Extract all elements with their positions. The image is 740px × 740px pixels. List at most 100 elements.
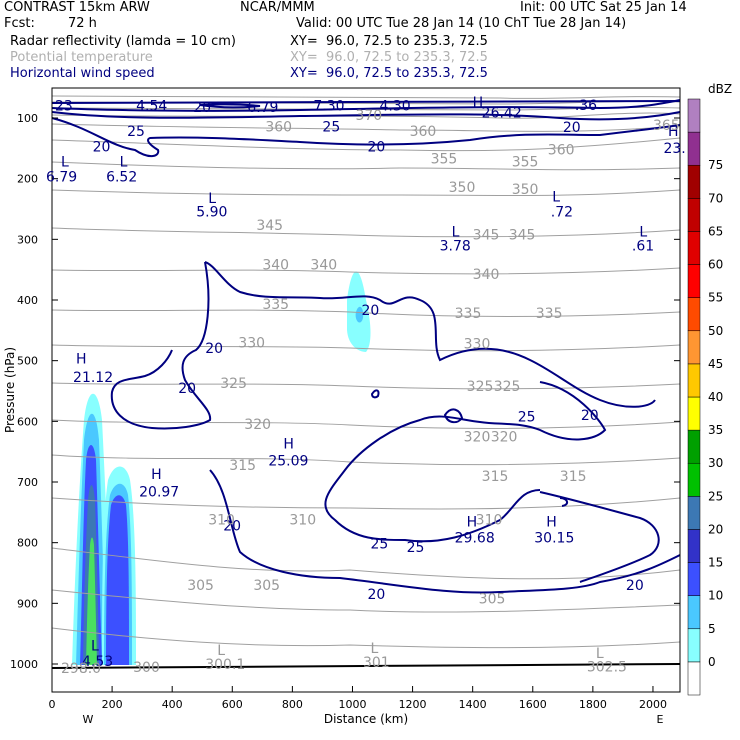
- colorbar-level: 70: [708, 191, 723, 205]
- wind-speed-label: H: [467, 514, 478, 530]
- theta-label: 355: [512, 155, 539, 171]
- ground-line: [51, 663, 681, 669]
- header-init: Init: 00 UTC Sat 25 Jan 14: [520, 0, 687, 15]
- wind-contour: [51, 111, 681, 121]
- field-3-name: Horizontal wind speed: [10, 66, 155, 81]
- theta-contour: [51, 309, 681, 317]
- y-ticks: 100 200 300 400 500 600 700 800 900 1000: [10, 112, 680, 671]
- reflectivity-cell-mid-15: [106, 495, 129, 665]
- x-tick-label: 400: [162, 698, 183, 711]
- theta-label: 301: [363, 655, 390, 671]
- colorbar-level: 40: [708, 390, 723, 404]
- theta-label: 360: [548, 142, 575, 158]
- colorbar-swatch: [687, 264, 701, 298]
- wind-speed-label: 20: [626, 578, 644, 594]
- wind-speed-label: 7.30: [313, 99, 344, 115]
- wind-contour: [51, 117, 681, 157]
- theta-label: 340: [262, 258, 289, 274]
- field-2-xy: XY= 96.0, 72.5 to 235.3, 72.5: [290, 50, 488, 65]
- colorbar-level: 35: [708, 423, 723, 437]
- y-tick-label: 700: [17, 476, 38, 489]
- wind-speed-label: 20: [563, 120, 581, 136]
- theta-label: 325: [494, 379, 521, 395]
- colorbar-swatch: [687, 98, 701, 133]
- wind-speed-label: 25: [127, 124, 145, 140]
- y-tick-label: 200: [17, 173, 38, 186]
- theta-label: L: [217, 643, 225, 659]
- theta-label: 355: [431, 152, 458, 168]
- x-tick-label: 1400: [459, 698, 487, 711]
- wind-speed-label: 26.42: [482, 105, 522, 121]
- wind-speed-label: 21.12: [73, 370, 113, 386]
- wind-speed-label: L: [452, 224, 460, 240]
- x-tick-label: 0: [49, 698, 56, 711]
- wind-speed-label: 4.30: [380, 99, 411, 115]
- x-tick-label: 1800: [579, 698, 607, 711]
- wind-speed-label: 20: [368, 587, 386, 603]
- y-tick-label: 400: [17, 294, 38, 307]
- colorbar-swatch: [687, 198, 701, 232]
- colorbar-level: 60: [708, 258, 723, 272]
- wind-speed-label: 20: [93, 139, 111, 155]
- header-valid: Valid: 00 UTC Tue 28 Jan 14 (10 ChT Tue …: [296, 16, 627, 31]
- wind-speed-label: 20: [178, 381, 196, 397]
- plot-axes: 0 200 400 600 800 1000 1200 1400 1600 1800 2000 10…: [3, 87, 681, 726]
- wind-speed-label: 20: [205, 341, 223, 357]
- wind-speed-label: 23: [55, 99, 73, 115]
- theta-contour: [51, 227, 681, 238]
- theta-label: 325: [467, 379, 494, 395]
- wind-contour: [324, 381, 607, 543]
- x-east-label: E: [657, 713, 664, 726]
- colorbar-level: 0: [708, 655, 716, 669]
- colorbar-swatch: [687, 595, 701, 630]
- theta-label: 305: [187, 578, 214, 594]
- wind-speed-contours: [51, 99, 681, 594]
- theta-contour: [51, 497, 681, 510]
- theta-label: 340: [473, 267, 500, 283]
- theta-label: 302.5: [587, 659, 627, 675]
- wind-speed-label: 6.79: [46, 170, 77, 186]
- theta-contour: [51, 112, 681, 119]
- wind-speed-label: H: [151, 467, 162, 483]
- y-axis-title: Pressure (hPa): [3, 347, 17, 433]
- theta-label: 330: [238, 335, 265, 351]
- wind-speed-label: 25: [322, 119, 340, 135]
- theta-label: 325: [220, 376, 247, 392]
- wind-contour: [199, 103, 261, 109]
- field-1-name: Radar reflectivity (lamda = 10 cm): [10, 34, 236, 49]
- wind-speed-label: H: [76, 352, 87, 368]
- theta-label: 335: [262, 297, 289, 313]
- theta-contours: [51, 95, 681, 649]
- x-tick-label: 600: [222, 698, 243, 711]
- wind-speed-label: 3.78: [440, 238, 471, 254]
- colorbar-level: 15: [708, 556, 723, 570]
- theta-label: 330: [464, 337, 491, 353]
- theta-contour: [51, 627, 681, 649]
- theta-label: 320: [244, 417, 271, 433]
- wind-contour: [51, 100, 681, 104]
- colorbar-swatch: [687, 231, 701, 265]
- theta-label: 300: [133, 660, 160, 676]
- colorbar-swatch: [687, 628, 701, 663]
- theta-contour: [51, 137, 681, 152]
- theta-label: 360: [265, 119, 292, 135]
- x-tick-label: 1600: [519, 698, 547, 711]
- wind-contour: [443, 408, 464, 424]
- colorbar-level: 10: [708, 589, 723, 603]
- x-tick-label: 200: [102, 698, 123, 711]
- colorbar-level: 30: [708, 456, 723, 470]
- theta-label: 335: [455, 306, 482, 322]
- theta-label: 350: [449, 180, 476, 196]
- theta-label: 320: [464, 429, 491, 445]
- colorbar-level: 20: [708, 522, 723, 536]
- wind-speed-label: .72: [551, 204, 573, 220]
- wind-speed-label: 30.15: [534, 531, 574, 547]
- wind-speed-label: 20.97: [139, 485, 179, 501]
- wind-speed-label: H: [283, 437, 294, 453]
- colorbar-swatch: [687, 330, 701, 365]
- colorbar-swatch: [687, 496, 701, 530]
- colorbar-swatch: [687, 164, 701, 199]
- theta-contour: [51, 547, 681, 580]
